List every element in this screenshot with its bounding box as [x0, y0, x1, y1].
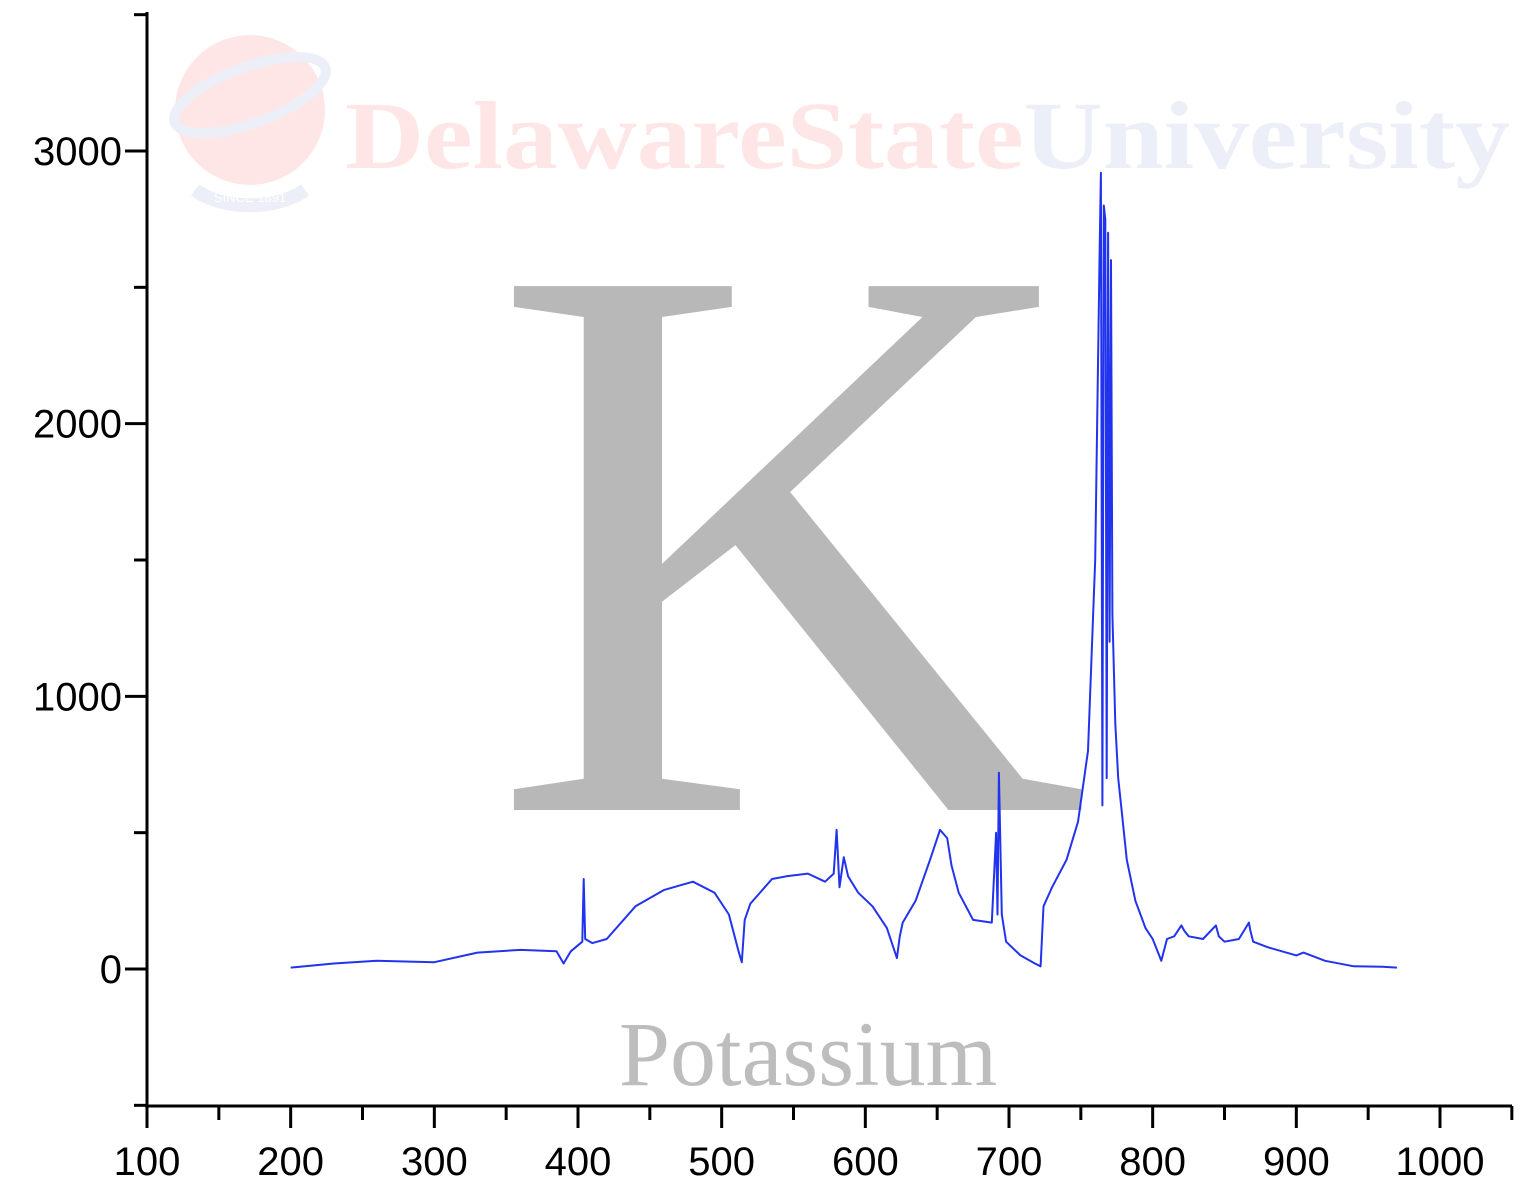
x-tick-label: 200 [257, 1140, 324, 1184]
series-group [290, 171, 1397, 969]
x-tick-label: 300 [401, 1140, 468, 1184]
x-tick-label: 600 [832, 1140, 899, 1184]
university-watermark: SINCE 1891 Delaware State University [169, 35, 1510, 213]
x-tick-label: 900 [1263, 1140, 1330, 1184]
university-watermark-text: Delaware State University [345, 82, 1510, 189]
y-tick-label: 1000 [33, 675, 122, 719]
x-axis-ticks: 100 200 300 400 500 600 700 800 900 1000 [114, 1106, 1514, 1184]
element-name: Potassium [619, 1003, 997, 1105]
y-axis-ticks: 0 1000 2000 3000 [33, 13, 147, 1107]
element-symbol: K [490, 98, 1090, 984]
x-tick-label: 700 [976, 1140, 1043, 1184]
x-tick-label: 400 [545, 1140, 612, 1184]
watermark-word-state: State [787, 82, 1024, 189]
university-seal-text: SINCE 1891 [214, 190, 286, 205]
x-tick-label: 500 [688, 1140, 755, 1184]
y-tick-label: 3000 [33, 130, 122, 174]
x-tick-label: 1000 [1396, 1140, 1485, 1184]
x-tick-label: 800 [1119, 1140, 1186, 1184]
spectrum-line [290, 171, 1397, 969]
y-tick-label: 2000 [33, 403, 122, 447]
university-seal-icon: SINCE 1891 [169, 35, 331, 213]
x-tick-label: 100 [114, 1140, 181, 1184]
y-tick-label: 0 [100, 948, 122, 992]
watermark-word-delaware: Delaware [345, 82, 787, 189]
watermark-word-university: University [1024, 82, 1510, 189]
